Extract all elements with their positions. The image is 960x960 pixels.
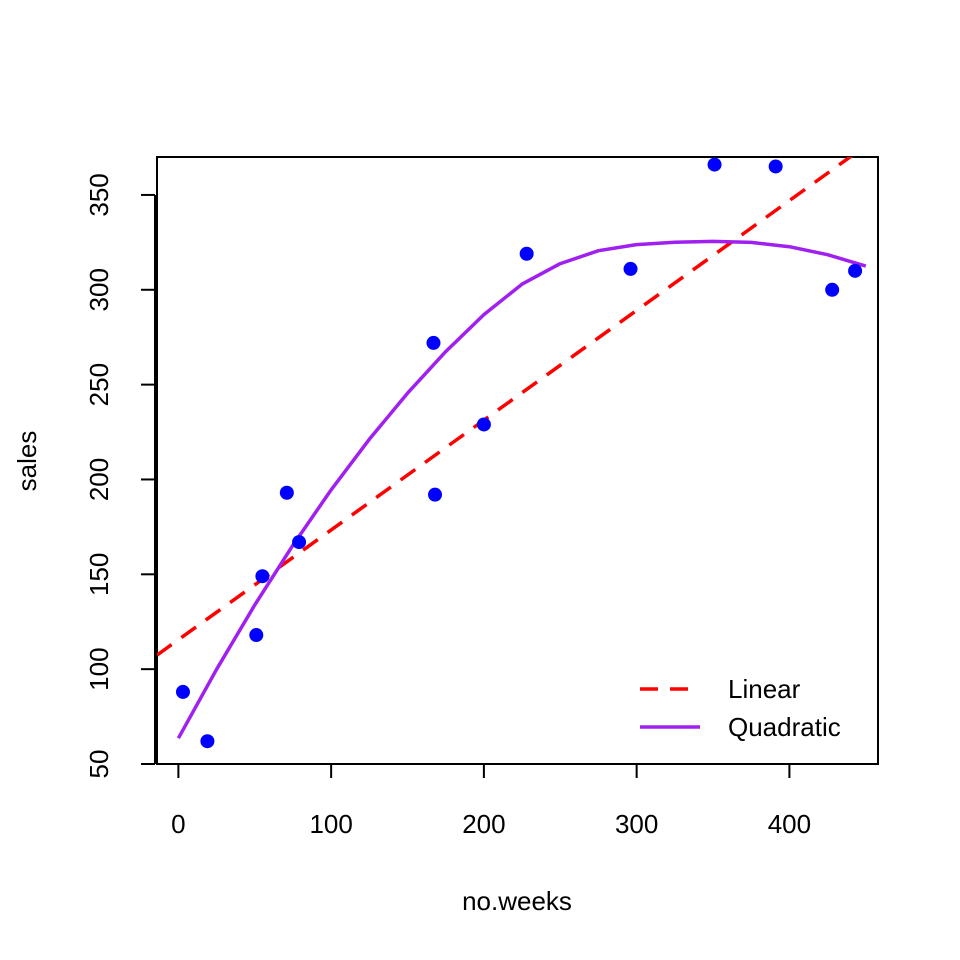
data-point [200, 734, 215, 749]
data-point [623, 261, 638, 276]
data-point [768, 159, 783, 174]
legend-label: Linear [728, 674, 801, 704]
data-point [249, 628, 264, 643]
plot-frame [156, 156, 879, 765]
y-axis-title: sales [12, 431, 42, 492]
x-axis-title: no.weeks [462, 886, 572, 916]
data-point [255, 569, 270, 584]
data-point [292, 535, 307, 550]
y-tick-label: 150 [84, 553, 114, 596]
data-point [707, 157, 722, 172]
x-tick-label: 400 [768, 809, 811, 839]
x-tick-label: 0 [171, 809, 185, 839]
y-tick-label: 300 [84, 268, 114, 311]
legend-label: Quadratic [728, 712, 841, 742]
y-axis: 50 100 150 200 250 300 350 [84, 173, 156, 779]
x-tick-label: 300 [615, 809, 658, 839]
y-tick-label: 200 [84, 458, 114, 501]
data-point [279, 485, 294, 500]
legend: Linear Quadratic [640, 674, 841, 742]
x-axis: 0 100 200 300 400 [171, 763, 811, 839]
data-point [848, 263, 863, 278]
y-tick-label: 50 [84, 750, 114, 779]
y-tick-label: 350 [84, 173, 114, 216]
x-tick-label: 200 [462, 809, 505, 839]
data-point [476, 417, 491, 432]
data-points [175, 157, 863, 749]
y-tick-label: 100 [84, 647, 114, 690]
fit-lines [157, 157, 867, 740]
data-point [825, 282, 840, 297]
data-point [175, 684, 190, 699]
data-point [428, 487, 443, 502]
x-tick-label: 100 [309, 809, 352, 839]
y-tick-label: 250 [84, 363, 114, 406]
data-point [519, 246, 534, 261]
data-point [426, 335, 441, 350]
